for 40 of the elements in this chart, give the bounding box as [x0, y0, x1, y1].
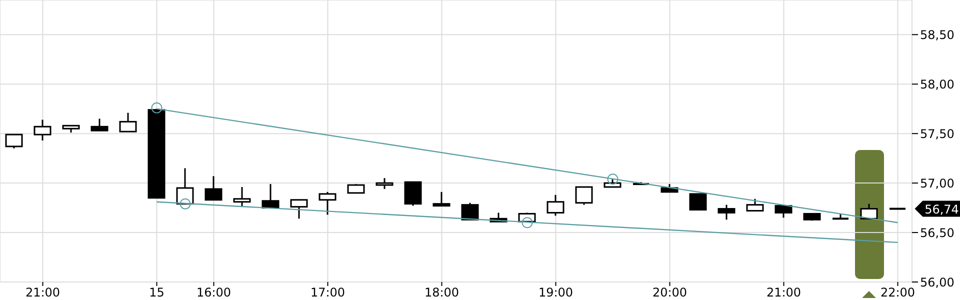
candlestick — [860, 203, 878, 220]
y-tick-label: 56,00 — [920, 275, 954, 290]
y-tick-label: 57,00 — [920, 176, 954, 190]
x-tick-label: 18:00 — [424, 286, 460, 300]
x-tick-label: 21:00 — [25, 286, 60, 300]
x-tick-label: 22:00 — [880, 286, 916, 300]
candlestick — [204, 175, 222, 201]
candlestick — [689, 193, 707, 211]
x-tick-label: 16:00 — [196, 286, 232, 300]
candlestick — [575, 186, 593, 206]
y-tick-label: 56,50 — [920, 226, 954, 240]
y-tick-label: 58,00 — [920, 77, 954, 92]
candlestick — [376, 177, 394, 190]
candlestick — [290, 199, 308, 220]
x-tick-label: 17:00 — [310, 286, 346, 300]
candlestick — [119, 112, 137, 132]
candlestick — [318, 191, 336, 216]
candlestick — [34, 118, 52, 142]
candlestick — [404, 181, 422, 207]
x-tick-label: 20:00 — [652, 286, 688, 300]
x-tick-label: 19:00 — [538, 286, 574, 300]
x-tick-label: 21:00 — [766, 286, 802, 300]
y-tick-label: 57,50 — [920, 126, 954, 141]
point — [180, 198, 191, 210]
y-tick-label: 58,50 — [920, 28, 954, 42]
candlestick — [718, 204, 736, 220]
point — [522, 217, 533, 228]
candlestick — [461, 202, 479, 220]
candlestick — [546, 194, 564, 216]
candlestick — [233, 186, 251, 208]
candlestick — [432, 191, 450, 207]
annotation: 56,74 — [924, 202, 959, 216]
candlestick — [746, 198, 764, 212]
candlestick — [774, 205, 792, 218]
x-tick-label: 15 — [149, 286, 164, 300]
point — [151, 102, 162, 114]
point — [607, 174, 618, 185]
candlestick — [262, 183, 280, 209]
candlestick — [5, 134, 23, 150]
candlestick — [90, 118, 108, 132]
